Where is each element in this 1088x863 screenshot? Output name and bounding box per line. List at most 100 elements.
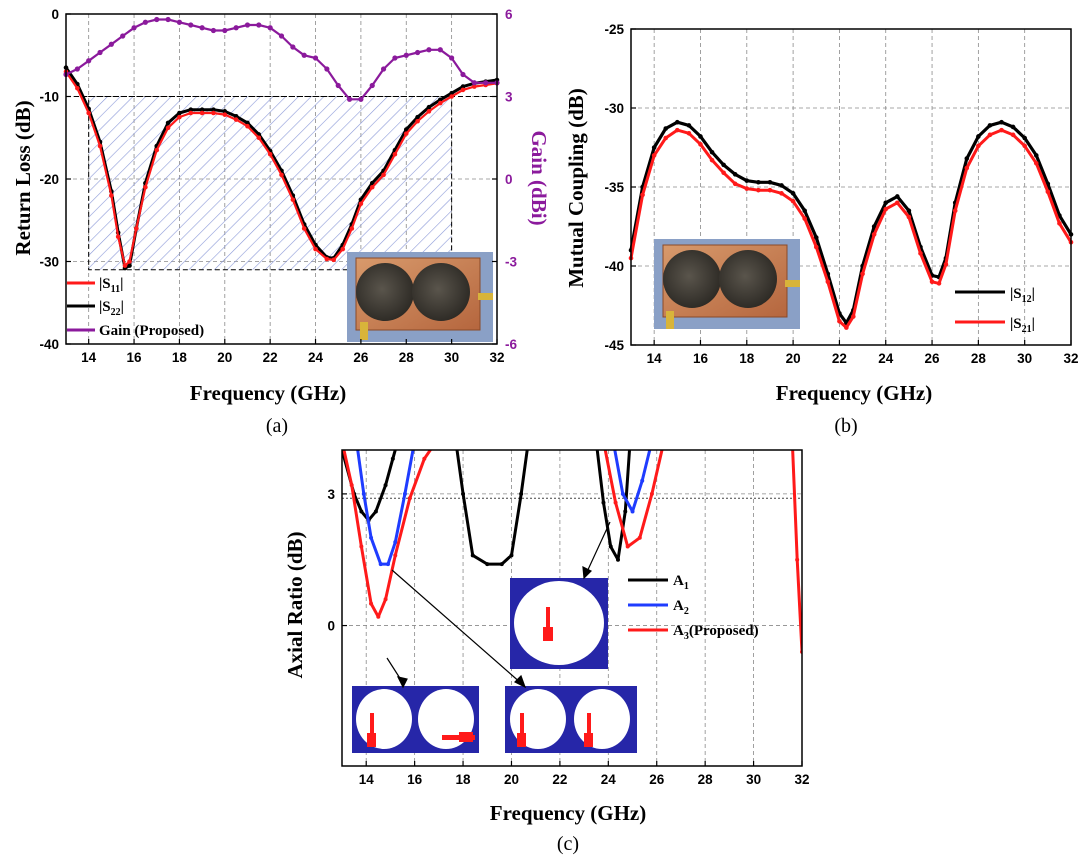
photo-patch-right [719, 250, 777, 308]
data-point [415, 114, 420, 120]
data-point [324, 66, 330, 72]
series-s21 [628, 127, 1074, 330]
data-point [485, 562, 490, 567]
panel-c-legend: A1 A2 A3(Proposed) [628, 573, 759, 642]
data-point [143, 184, 148, 190]
data-point [244, 22, 251, 28]
y-tick-label: -25 [604, 22, 624, 37]
inset-a3-stub-left [367, 733, 376, 747]
y-tick-label: 0 [327, 619, 335, 634]
series-line-a2 [356, 450, 415, 566]
inset-a3-feed-left [370, 713, 374, 747]
series-a1 [455, 450, 529, 567]
y-tick-label: -30 [39, 255, 59, 270]
data-point [519, 491, 524, 496]
data-point [134, 226, 139, 231]
data-point [176, 19, 183, 25]
data-point [623, 509, 628, 514]
series-a2 [611, 439, 652, 514]
data-point [415, 49, 421, 56]
data-point [199, 107, 205, 112]
y-tick-label: -40 [604, 259, 624, 274]
series-line-a3-proposed [791, 450, 802, 652]
photo-connector-bottom [360, 322, 368, 340]
data-point [744, 186, 750, 191]
data-point [369, 82, 375, 89]
data-point [825, 279, 831, 285]
data-point [381, 172, 386, 178]
data-point [637, 535, 642, 540]
data-point [601, 439, 605, 443]
data-point [340, 246, 346, 252]
x-tick-label: 26 [649, 772, 665, 787]
data-point [611, 439, 615, 443]
panel-b-caption: (b) [834, 415, 857, 437]
data-point [373, 509, 378, 514]
data-point [383, 597, 388, 602]
data-point [471, 80, 477, 86]
data-point [895, 194, 900, 199]
panel-b: 14 16 18 20 22 24 26 28 30 32 -25 -30 -35 -40 -45 Fre… [564, 22, 1079, 437]
inset-a1-stub [543, 627, 553, 641]
data-point [813, 244, 819, 250]
x-tick-label: 30 [1017, 351, 1032, 366]
series-a2 [356, 450, 415, 567]
data-point [756, 179, 761, 185]
x-tick-label: 16 [693, 351, 709, 366]
data-point [403, 131, 409, 136]
panel-c-y-label: Axial Ratio (dB) [283, 531, 307, 678]
series-line-a1 [342, 450, 397, 522]
data-point [698, 142, 703, 147]
data-point [744, 178, 750, 183]
data-point [790, 198, 796, 204]
data-point [331, 257, 336, 263]
data-point [245, 123, 250, 129]
data-point [177, 110, 182, 116]
data-point [335, 82, 341, 89]
x-tick-label: 32 [794, 772, 809, 787]
inset-a2-patch-right [574, 689, 630, 749]
data-point [1010, 124, 1016, 130]
panel-b-y-label: Mutual Coupling (dB) [564, 88, 588, 288]
data-point [233, 117, 239, 122]
panel-c: 14 16 18 20 22 24 26 28 30 32 30 Frequency (GHz) … [283, 439, 810, 855]
data-point [698, 134, 703, 139]
series-a3-proposed [342, 450, 433, 619]
data-point [1022, 143, 1027, 149]
arrow-a2-head [513, 674, 527, 689]
legend-label-s12: |S12| [1010, 286, 1035, 305]
data-point [188, 107, 194, 112]
data-point [709, 149, 715, 155]
data-point [349, 483, 354, 488]
data-point [127, 263, 132, 268]
data-point [188, 22, 194, 28]
inset-a2-feed-right [587, 713, 591, 747]
y2-tick-label: 0 [505, 172, 513, 187]
data-point [426, 104, 432, 110]
inset-a1 [510, 578, 608, 669]
panel-b-legend: |S12| |S21| [955, 286, 1035, 335]
data-point [732, 181, 738, 187]
data-point [358, 96, 364, 102]
data-point [987, 132, 993, 138]
x-tick-label: 14 [81, 350, 97, 365]
data-point [449, 94, 454, 99]
legend-label-s21: |S21| [1010, 316, 1035, 335]
panel-c-series [342, 439, 802, 654]
data-point [256, 135, 262, 141]
x-tick-label: 32 [1063, 351, 1078, 366]
x-tick-label: 14 [359, 772, 375, 787]
data-point [721, 162, 726, 168]
inset-a3-stub-right [459, 732, 473, 742]
legend-item-s21: |S21| [955, 316, 1035, 335]
y-tick-label: -30 [604, 101, 624, 116]
x-tick-label: 22 [263, 350, 278, 365]
data-point [795, 557, 800, 562]
data-point [883, 206, 889, 212]
data-point [437, 100, 443, 106]
data-point [369, 180, 375, 186]
legend-item-a1: A1 [628, 573, 689, 592]
data-point [987, 123, 993, 128]
legend-label-a1: A1 [673, 573, 689, 592]
data-point [359, 544, 364, 549]
